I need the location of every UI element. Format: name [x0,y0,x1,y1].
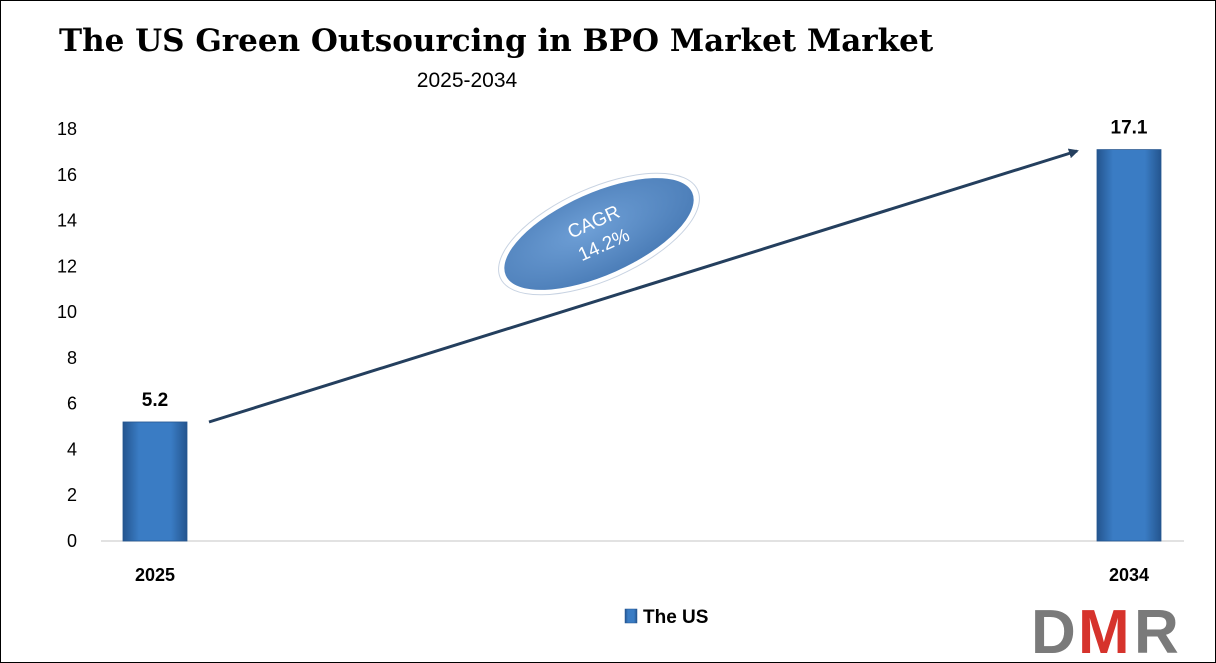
chart-title: The US Green Outsourcing in BPO Market M… [59,23,934,59]
y-tick-label: 18 [57,119,77,139]
data-label-2025: 5.2 [142,390,168,411]
y-tick-label: 8 [67,348,77,368]
y-tick-label: 16 [57,165,77,185]
bar-2034 [1096,149,1162,542]
y-tick-label: 2 [67,485,77,505]
x-tick-label-2025: 2025 [135,565,175,585]
x-tick-label-2034: 2034 [1109,565,1149,585]
legend: The US [624,607,708,628]
y-tick-label: 6 [67,394,77,414]
legend-label: The US [643,607,708,628]
y-tick-label: 4 [67,439,77,459]
logo-letter-r: R [1134,598,1179,662]
x-axis-labels: 2025 2034 [135,565,1149,585]
bars-group [122,149,1162,542]
growth-arrow [208,148,1079,424]
dmr-logo: D M R [1031,598,1179,662]
logo-letter-m: M [1078,598,1130,662]
legend-swatch [624,608,638,624]
data-labels-group: 5.2 17.1 [142,118,1148,411]
y-tick-label: 10 [57,302,77,322]
bar-2025 [122,421,188,542]
cagr-badge: CAGR 14.2% [498,172,700,296]
y-tick-label: 0 [67,531,77,551]
logo-letter-d: D [1031,598,1076,662]
y-tick-label: 12 [57,256,77,276]
data-label-2034: 17.1 [1111,118,1148,139]
y-tick-label: 14 [57,211,77,231]
chart-subtitle: 2025-2034 [417,69,518,92]
y-axis: 0 2 4 6 8 10 12 14 16 18 [57,119,77,551]
